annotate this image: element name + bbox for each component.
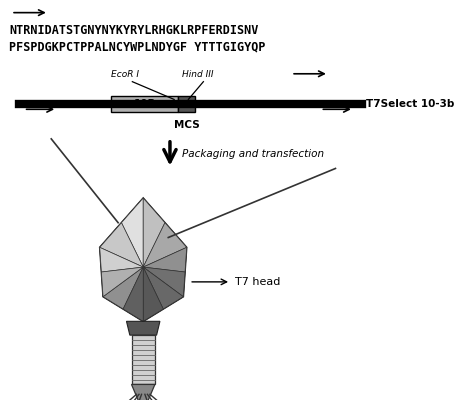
Bar — [178, 96, 195, 112]
Text: T7 head: T7 head — [235, 277, 280, 287]
Polygon shape — [143, 198, 165, 267]
Text: T7Select 10-3b: T7Select 10-3b — [366, 100, 455, 109]
Text: NTRNIDATSTGNYNYKYRYLRHGKLRPFERDISNV: NTRNIDATSTGNYNYKYRYLRHGKLRPFERDISNV — [10, 25, 259, 37]
Polygon shape — [143, 247, 187, 272]
Polygon shape — [143, 267, 183, 321]
Bar — [112, 96, 178, 112]
Polygon shape — [127, 321, 160, 335]
Polygon shape — [100, 223, 143, 267]
Polygon shape — [143, 267, 163, 321]
Text: MCS: MCS — [174, 120, 200, 130]
Text: Hind III: Hind III — [183, 70, 214, 79]
Polygon shape — [143, 247, 187, 297]
Polygon shape — [100, 247, 143, 297]
Polygon shape — [100, 198, 143, 267]
Polygon shape — [100, 247, 143, 272]
Polygon shape — [101, 267, 143, 297]
Polygon shape — [100, 198, 187, 321]
Polygon shape — [123, 267, 143, 321]
Polygon shape — [122, 198, 143, 267]
Text: PFSPDGKPCTPPALNCYWPLNDYGF YTTTGIGYQP: PFSPDGKPCTPPALNCYWPLNDYGF YTTTGIGYQP — [10, 40, 266, 53]
Text: Packaging and transfection: Packaging and transfection — [183, 149, 325, 159]
Polygon shape — [143, 267, 183, 309]
Polygon shape — [131, 384, 155, 403]
Bar — [131, 335, 155, 384]
Polygon shape — [103, 267, 143, 309]
Polygon shape — [103, 267, 143, 321]
Polygon shape — [143, 198, 187, 267]
Polygon shape — [143, 267, 185, 297]
Text: EcoR I: EcoR I — [112, 70, 140, 79]
Text: 10B: 10B — [134, 100, 156, 109]
Polygon shape — [143, 223, 187, 267]
